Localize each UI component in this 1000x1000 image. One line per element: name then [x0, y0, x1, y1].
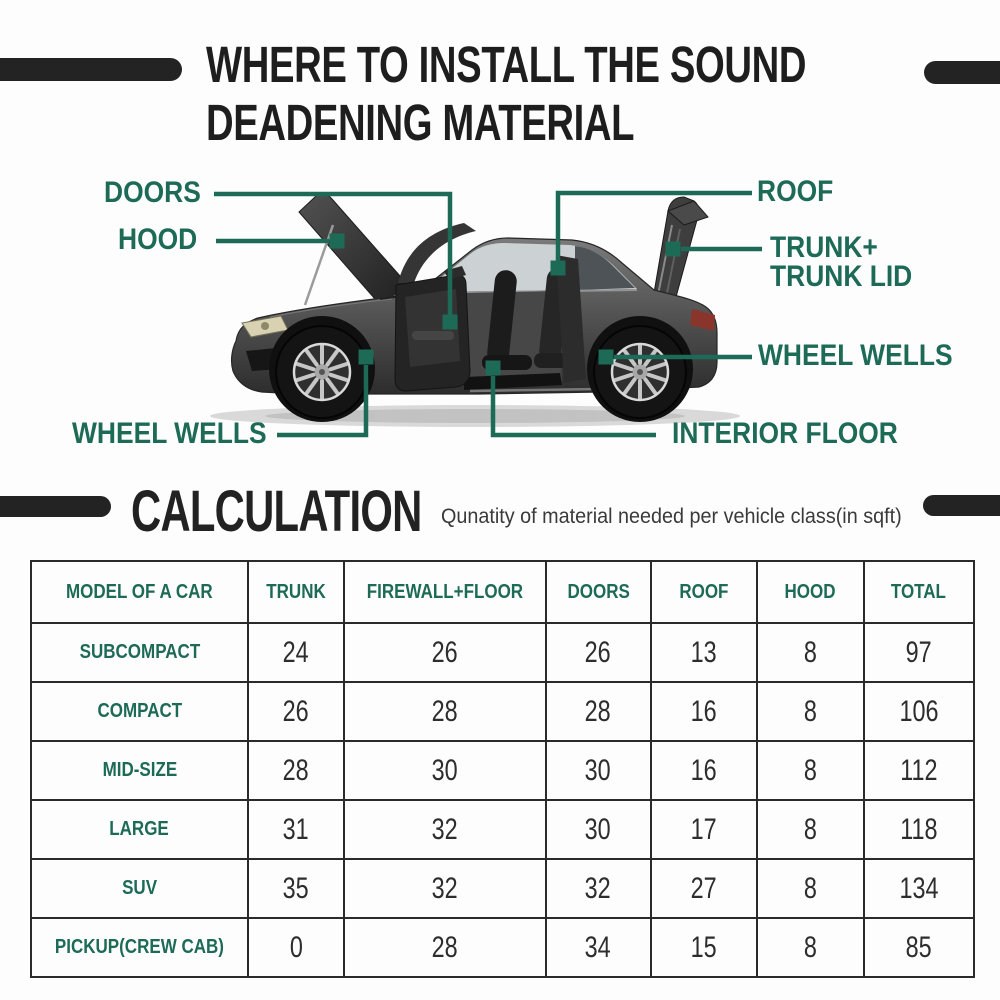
header-section: WHERE TO INSTALL THE SOUND DEADENING MAT…	[0, 0, 1000, 165]
value-cell: 8	[756, 799, 865, 860]
model-cell: LARGE	[30, 799, 249, 860]
value-cell: 35	[246, 858, 346, 919]
label-interior-floor: INTERIOR FLOOR	[672, 417, 898, 450]
model-cell: COMPACT	[30, 681, 249, 742]
value-cell: 30	[544, 799, 652, 860]
decorative-bar-left	[0, 496, 111, 517]
value-cell: 134	[862, 858, 976, 919]
table-row: COMPACT 26 28 28 16 8 106	[30, 681, 976, 742]
car-diagram	[210, 190, 762, 438]
table-row: SUBCOMPACT 24 26 26 13 8 97	[30, 622, 976, 683]
wheels	[269, 316, 693, 422]
label-trunk: TRUNK+ TRUNK LID	[770, 231, 913, 293]
table-row: MID-SIZE 28 30 30 16 8 112	[30, 740, 976, 801]
value-cell: 16	[649, 740, 759, 801]
col-header-model: MODEL OF A CAR	[30, 560, 249, 624]
model-cell: SUBCOMPACT	[30, 622, 249, 683]
model-cell: SUV	[30, 858, 249, 919]
page-title-line2: DEADENING MATERIAL	[206, 94, 635, 151]
marker-roof	[550, 260, 566, 276]
value-cell: 106	[862, 681, 976, 742]
value-cell: 8	[756, 917, 865, 978]
col-header-trunk: TRUNK	[246, 560, 346, 624]
leader-line-wheel-wells-left	[277, 365, 369, 438]
value-cell: 26	[544, 622, 652, 683]
col-header-firewall-floor: FIREWALL+FLOOR	[343, 560, 547, 624]
calculation-section: CALCULATION Qunatity of material needed …	[0, 479, 1000, 560]
label-doors: DOORS	[104, 176, 201, 209]
value-cell: 8	[756, 681, 865, 742]
value-cell: 28	[343, 917, 547, 978]
taillight	[690, 309, 715, 331]
value-cell: 32	[544, 858, 652, 919]
open-hood	[298, 193, 409, 308]
model-cell: MID-SIZE	[30, 740, 249, 801]
decorative-bar-left	[0, 58, 182, 81]
marker-doors	[442, 314, 458, 330]
table-row: PICKUP(CREW CAB) 0 28 34 15 8 85	[30, 917, 976, 978]
col-header-roof: ROOF	[649, 560, 759, 624]
value-cell: 28	[544, 681, 652, 742]
col-header-total: TOTAL	[862, 560, 976, 624]
label-wheel-wells-left: WHEEL WELLS	[72, 417, 267, 450]
decorative-bar-right	[923, 495, 1000, 516]
value-cell: 16	[649, 681, 759, 742]
marker-wheel-wells-left	[358, 349, 374, 365]
leader-markers	[329, 233, 681, 376]
table-header-row: MODEL OF A CAR TRUNK FIREWALL+FLOOR DOOR…	[30, 560, 976, 624]
open-door	[394, 223, 476, 392]
page-title-line1: WHERE TO INSTALL THE SOUND	[206, 36, 807, 93]
col-header-hood: HOOD	[756, 560, 865, 624]
car-diagram-section: DOORS HOOD ROOF TRUNK+ TRUNK LID WHEEL W…	[0, 165, 1000, 483]
leader-line-interior-floor	[490, 376, 656, 438]
label-hood: HOOD	[118, 223, 198, 256]
value-cell: 97	[862, 622, 976, 683]
leader-line-roof	[555, 190, 752, 261]
value-cell: 26	[343, 622, 547, 683]
calculation-subtitle: Qunatity of material needed per vehicle …	[441, 504, 902, 528]
value-cell: 30	[544, 740, 652, 801]
value-cell: 112	[862, 740, 976, 801]
value-cell: 8	[756, 858, 865, 919]
value-cell: 8	[756, 622, 865, 683]
value-cell: 32	[343, 858, 547, 919]
value-cell: 28	[343, 681, 547, 742]
value-cell: 24	[246, 622, 346, 683]
decorative-bar-right	[924, 61, 1000, 84]
col-header-doors: DOORS	[544, 560, 652, 624]
calculation-table: MODEL OF A CAR TRUNK FIREWALL+FLOOR DOOR…	[30, 560, 976, 978]
label-roof: ROOF	[757, 175, 834, 208]
leader-line-doors	[214, 191, 453, 315]
value-cell: 26	[246, 681, 346, 742]
calculation-table-wrap: MODEL OF A CAR TRUNK FIREWALL+FLOOR DOOR…	[30, 560, 976, 978]
model-cell: PICKUP(CREW CAB)	[30, 917, 249, 978]
label-wheel-wells-right: WHEEL WELLS	[758, 339, 953, 372]
table-row: LARGE 31 32 30 17 8 118	[30, 799, 976, 860]
value-cell: 17	[649, 799, 759, 860]
table-row: SUV 35 32 32 27 8 134	[30, 858, 976, 919]
value-cell: 118	[862, 799, 976, 860]
value-cell: 0	[246, 917, 346, 978]
value-cell: 8	[756, 740, 865, 801]
value-cell: 85	[862, 917, 976, 978]
value-cell: 30	[343, 740, 547, 801]
value-cell: 13	[649, 622, 759, 683]
marker-interior-floor	[485, 360, 501, 376]
value-cell: 28	[246, 740, 346, 801]
leader-lines	[214, 190, 762, 438]
value-cell: 32	[343, 799, 547, 860]
value-cell: 15	[649, 917, 759, 978]
marker-wheel-wells-right	[598, 349, 614, 365]
page-title: WHERE TO INSTALL THE SOUND DEADENING MAT…	[206, 36, 1000, 152]
value-cell: 31	[246, 799, 346, 860]
calculation-heading: CALCULATION	[131, 479, 422, 544]
value-cell: 34	[544, 917, 652, 978]
marker-hood	[329, 233, 345, 249]
marker-trunk	[665, 241, 681, 257]
value-cell: 27	[649, 858, 759, 919]
